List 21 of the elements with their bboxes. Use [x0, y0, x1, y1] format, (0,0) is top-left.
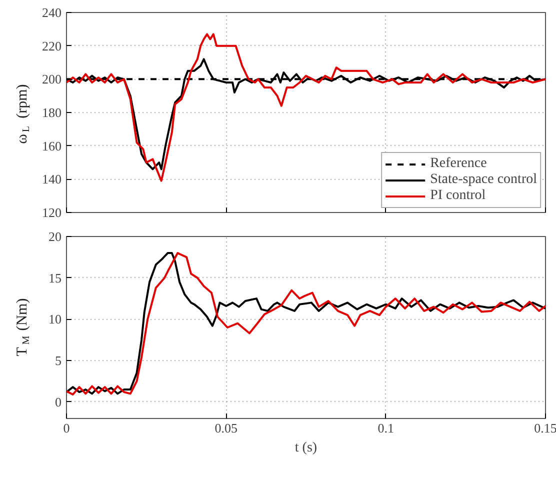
- legend-label: PI control: [430, 188, 486, 204]
- y-tick-label: 160: [42, 138, 62, 154]
- y-axis-title: TM (Nm): [14, 298, 32, 356]
- y-axis-title: ωL (rpm): [14, 84, 32, 144]
- legend-label: State-space control: [430, 172, 537, 188]
- x-tick-label: 0.1: [378, 420, 394, 436]
- legend-label: Reference: [430, 156, 487, 172]
- y-tick-label: 220: [42, 38, 62, 54]
- y-tick-label: 140: [42, 172, 62, 187]
- y-tick-label: 180: [42, 105, 62, 120]
- x-axis-title: t (s): [294, 440, 318, 456]
- y-tick-label: 120: [42, 205, 62, 220]
- y-tick-label: 5: [55, 353, 62, 368]
- y-tick-label: 20: [48, 229, 62, 244]
- x-tick-label: 0.05: [214, 420, 238, 436]
- y-tick-label: 240: [42, 5, 62, 20]
- y-tick-label: 200: [42, 72, 62, 87]
- x-tick-label: 0.15: [534, 420, 556, 436]
- y-tick-label: 10: [48, 312, 62, 327]
- y-tick-label: 15: [48, 270, 62, 286]
- y-tick-label: 0: [55, 394, 62, 410]
